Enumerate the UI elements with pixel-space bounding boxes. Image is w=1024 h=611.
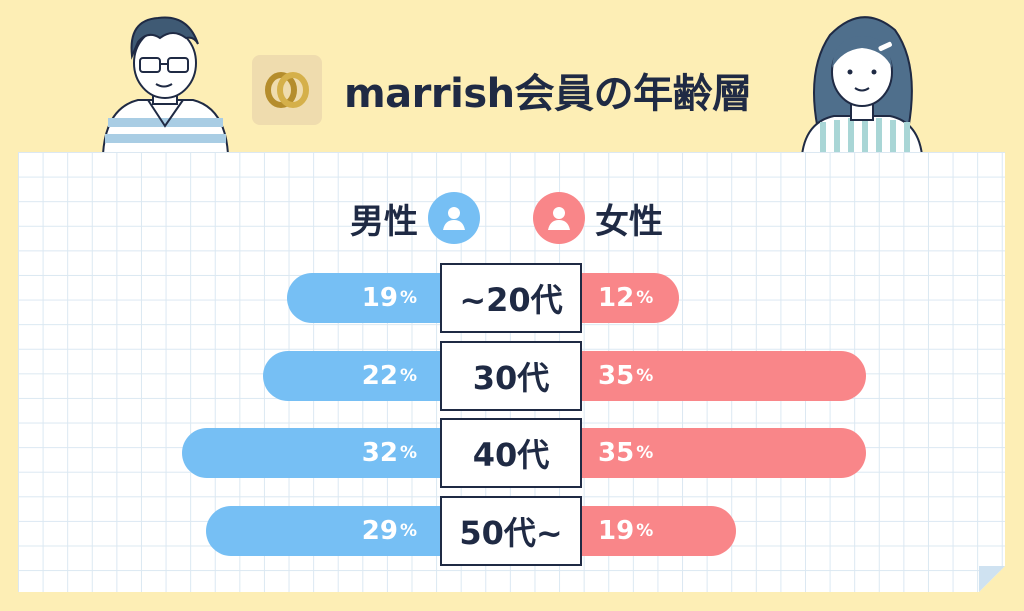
age-category-label: 30代 — [440, 341, 582, 411]
legend-female-label: 女性 — [595, 201, 663, 242]
male-bar: 32% — [181, 428, 441, 478]
male-value-label: 19 — [361, 283, 398, 313]
male-unit-label: % — [399, 366, 417, 386]
female-value-label: 19 — [598, 516, 635, 546]
female-bar: 35% — [582, 351, 866, 401]
age-category-label: 50代~ — [440, 496, 582, 566]
woman-illustration-icon — [800, 16, 924, 155]
page-title: marrish会員の年齢層 — [344, 71, 752, 117]
male-unit-label: % — [399, 288, 417, 308]
female-unit-label: % — [636, 443, 654, 463]
male-bar: 19% — [287, 273, 441, 323]
female-value-label: 35 — [598, 438, 635, 468]
male-person-icon — [428, 192, 480, 244]
age-category-label: ~20代 — [440, 263, 582, 333]
male-unit-label: % — [399, 521, 417, 541]
female-unit-label: % — [636, 288, 654, 308]
female-person-icon — [533, 192, 585, 244]
female-bar: 19% — [582, 506, 736, 556]
logo — [252, 55, 322, 125]
legend-male: 男性 — [350, 190, 480, 246]
female-unit-label: % — [636, 366, 654, 386]
male-bar: 22% — [262, 351, 441, 401]
female-value-label: 35 — [598, 361, 635, 391]
female-bar: 35% — [582, 428, 866, 478]
title-area: marrish会員の年齢層 — [252, 55, 752, 125]
female-value-label: 12 — [598, 283, 635, 313]
male-value-label: 32 — [361, 438, 398, 468]
female-bar: 12% — [582, 273, 680, 323]
legend-male-label: 男性 — [350, 201, 418, 242]
male-bar: 29% — [206, 506, 441, 556]
male-unit-label: % — [399, 443, 417, 463]
page-fold-icon — [979, 566, 1005, 592]
legend-female: 女性 — [533, 190, 663, 246]
man-illustration-icon — [101, 16, 230, 154]
male-value-label: 22 — [361, 361, 398, 391]
age-category-label: 40代 — [440, 418, 582, 488]
female-unit-label: % — [636, 521, 654, 541]
double-ring-logo-icon — [265, 72, 309, 108]
male-value-label: 29 — [361, 516, 398, 546]
